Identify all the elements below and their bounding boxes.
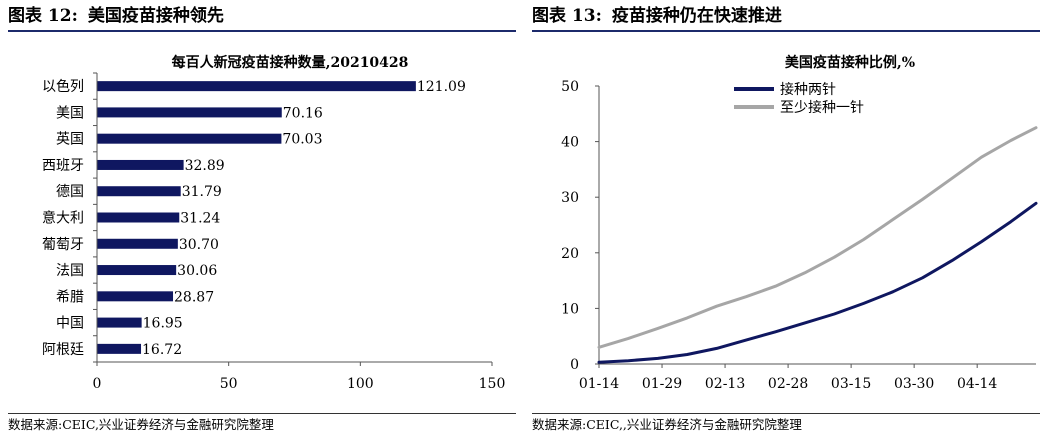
bar (97, 159, 184, 170)
right-source-note: 数据来源:CEIC,,兴业证券经济与金融研究院整理 (532, 413, 1040, 436)
bar (97, 186, 181, 197)
bar-value-label: 31.24 (180, 211, 220, 227)
bar-category-label: 阿根廷 (42, 342, 84, 358)
bar-x-tick-label: 100 (347, 376, 374, 392)
bar-category-label: 中国 (56, 316, 84, 332)
bar-value-label: 16.72 (142, 342, 182, 358)
legend-label: 接种两针 (780, 81, 836, 98)
bar-chart-title: 每百人新冠疫苗接种数量,20210428 (172, 54, 409, 71)
line-x-tick-label: 04-14 (957, 376, 997, 392)
line-x-tick-label: 03-15 (831, 376, 871, 392)
bar-value-label: 70.16 (283, 105, 323, 121)
bar-x-tick-label: 0 (93, 376, 102, 392)
line-y-tick-label: 40 (561, 135, 579, 151)
bar-category-label: 希腊 (56, 289, 84, 305)
bar (97, 291, 174, 302)
line-x-tick-label: 01-14 (579, 376, 619, 392)
line-y-tick-label: 30 (561, 190, 579, 206)
bar-category-label: 葡萄牙 (42, 237, 84, 253)
bar (97, 343, 142, 354)
line-chart: 美国疫苗接种比例,% 0 10 20 30 40 50 01-14 01-29 02-13 02-2… (561, 54, 1038, 392)
line-y-tick-label: 10 (561, 301, 579, 317)
left-chart-header: 图表 12: 美国疫苗接种领先 (8, 2, 516, 32)
bar-value-label: 16.95 (143, 316, 183, 332)
bar-value-label: 70.03 (282, 132, 322, 148)
right-panel: 图表 13: 疫苗接种仍在快速推进 美国疫苗接种比例,% 0 10 20 30 40 50 01… (524, 0, 1048, 436)
line-chart-title: 美国疫苗接种比例,% (785, 54, 915, 71)
bar-value-label: 32.89 (185, 158, 225, 174)
bar-value-label: 30.06 (177, 263, 217, 279)
bar (97, 265, 177, 276)
bar-category-label: 法国 (56, 263, 84, 279)
series-line (597, 201, 1038, 364)
left-source-note: 数据来源:CEIC,兴业证券经济与金融研究院整理 (8, 413, 516, 436)
line-x-tick-label: 01-29 (642, 376, 682, 392)
bar-chart: 每百人新冠疫苗接种数量,20210428 以色列 121.09 美国 70.16 英国 70… (42, 54, 506, 392)
bar-x-tick-label: 50 (220, 376, 238, 392)
series-line (597, 126, 1038, 349)
line-y-tick-label: 0 (570, 357, 579, 373)
left-chart-number: 图表 12: (8, 6, 78, 26)
bar-x-tick-label: 150 (479, 376, 506, 392)
line-x-tick-label: 03-30 (894, 376, 934, 392)
line-y-tick-label: 50 (561, 79, 579, 95)
bar-value-label: 30.70 (179, 237, 219, 253)
bar (97, 107, 282, 118)
bar (97, 238, 178, 249)
right-chart-number: 图表 13: (532, 6, 602, 26)
line-x-tick-label: 02-13 (705, 376, 745, 392)
legend-label: 至少接种一针 (780, 99, 864, 116)
bar (97, 212, 180, 223)
line-y-tick-label: 20 (561, 246, 579, 262)
bar-category-label: 西班牙 (42, 158, 84, 174)
bar-value-label: 121.09 (417, 79, 466, 95)
line-x-tick-label: 02-28 (768, 376, 808, 392)
bar-category-label: 英国 (56, 131, 84, 148)
bar-category-label: 德国 (56, 184, 84, 200)
bar-category-label: 美国 (56, 105, 84, 121)
left-panel: 图表 12: 美国疫苗接种领先 每百人新冠疫苗接种数量,20210428 以色列 12… (8, 2, 516, 436)
left-chart-title: 美国疫苗接种领先 (87, 6, 224, 26)
bar-category-label: 意大利 (42, 210, 84, 227)
bar-value-label: 31.79 (182, 184, 222, 200)
bar (97, 81, 416, 92)
bar (97, 317, 142, 328)
right-chart-header: 图表 13: 疫苗接种仍在快速推进 (532, 2, 1040, 32)
right-chart-title: 疫苗接种仍在快速推进 (611, 6, 782, 26)
bar-category-label: 以色列 (42, 78, 84, 95)
bar (97, 133, 282, 144)
bar-value-label: 28.87 (174, 289, 214, 305)
